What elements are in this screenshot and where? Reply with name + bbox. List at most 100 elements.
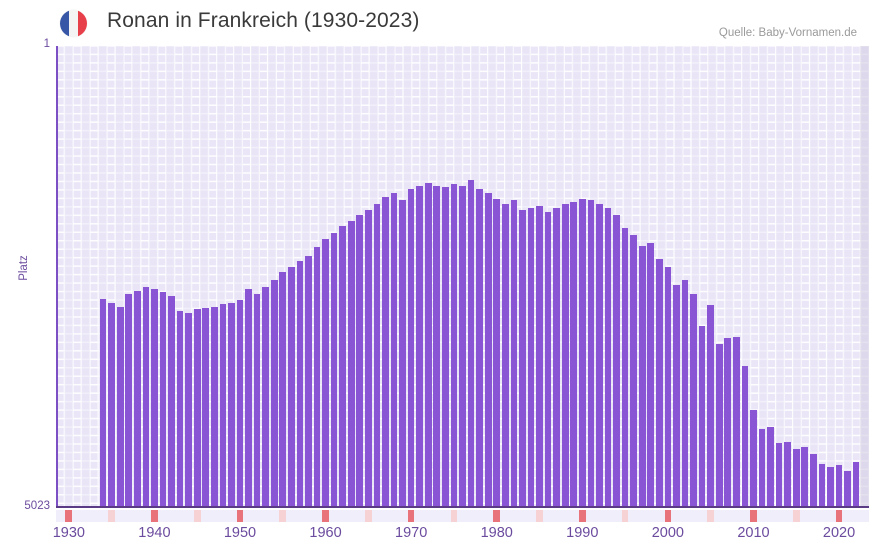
bar[interactable]	[390, 193, 398, 508]
bar[interactable]	[99, 298, 107, 508]
bar[interactable]	[407, 189, 415, 508]
bar[interactable]	[159, 291, 167, 508]
bar[interactable]	[365, 209, 372, 508]
bar[interactable]	[784, 441, 792, 508]
bar[interactable]	[587, 200, 595, 508]
bar[interactable]	[835, 465, 843, 508]
bar[interactable]	[108, 302, 115, 508]
tick-decade	[236, 510, 244, 522]
bar[interactable]	[347, 220, 355, 508]
bar[interactable]	[176, 310, 184, 508]
bar[interactable]	[228, 302, 235, 508]
bar-series	[56, 46, 869, 508]
bar[interactable]	[245, 288, 252, 508]
bar[interactable]	[664, 266, 672, 508]
bar[interactable]	[767, 426, 774, 508]
bar[interactable]	[493, 198, 501, 508]
bar[interactable]	[322, 239, 329, 508]
bar[interactable]	[647, 242, 655, 508]
bar[interactable]	[792, 448, 800, 508]
flag-stripe-white	[68, 10, 78, 37]
bar[interactable]	[151, 288, 158, 508]
bar[interactable]	[433, 185, 441, 508]
bar[interactable]	[596, 204, 603, 508]
bar[interactable]	[681, 279, 689, 508]
bar[interactable]	[305, 255, 312, 508]
x-axis-tick-label: 2000	[651, 525, 685, 541]
bar[interactable]	[630, 235, 637, 508]
bar[interactable]	[484, 193, 492, 508]
bar[interactable]	[501, 204, 509, 508]
bar[interactable]	[262, 286, 269, 508]
bar[interactable]	[270, 279, 278, 508]
bar[interactable]	[356, 215, 364, 508]
page-title: Ronan in Frankreich (1930-2023)	[107, 9, 420, 32]
bar[interactable]	[604, 207, 612, 508]
bar[interactable]	[416, 185, 424, 508]
bar[interactable]	[536, 205, 543, 508]
bar[interactable]	[715, 343, 723, 508]
bar[interactable]	[613, 215, 620, 508]
bar[interactable]	[442, 186, 449, 508]
bar[interactable]	[750, 410, 757, 508]
bar[interactable]	[553, 207, 560, 508]
bar[interactable]	[724, 338, 732, 508]
bar[interactable]	[296, 261, 304, 508]
bar[interactable]	[827, 467, 834, 508]
bar[interactable]	[168, 296, 175, 508]
bar[interactable]	[698, 325, 706, 508]
bar[interactable]	[116, 307, 124, 508]
bar[interactable]	[142, 286, 150, 508]
bar[interactable]	[476, 189, 483, 508]
x-axis-tick-label: 2010	[737, 525, 770, 541]
source-attribution: Quelle: Baby-Vornamen.de	[718, 27, 857, 39]
bar[interactable]	[801, 447, 809, 508]
bar[interactable]	[313, 247, 321, 508]
bar[interactable]	[450, 183, 458, 508]
bar[interactable]	[519, 209, 526, 508]
bar[interactable]	[193, 309, 201, 508]
bar[interactable]	[382, 196, 389, 508]
bar[interactable]	[844, 470, 851, 508]
bar[interactable]	[202, 308, 210, 508]
bar[interactable]	[210, 307, 218, 508]
bar[interactable]	[279, 272, 287, 508]
bar[interactable]	[690, 294, 697, 508]
bar[interactable]	[655, 259, 663, 508]
bar[interactable]	[253, 294, 261, 508]
bar[interactable]	[578, 198, 586, 508]
bar[interactable]	[527, 207, 535, 508]
tick-half-decade	[450, 510, 458, 522]
bar[interactable]	[288, 266, 295, 508]
bar[interactable]	[544, 211, 552, 508]
bar[interactable]	[219, 303, 227, 508]
bar[interactable]	[570, 202, 578, 508]
bar[interactable]	[707, 305, 714, 508]
bar[interactable]	[510, 200, 518, 508]
bar[interactable]	[561, 204, 569, 508]
bar[interactable]	[125, 294, 133, 508]
bar[interactable]	[399, 200, 406, 508]
bar[interactable]	[621, 228, 629, 508]
bar[interactable]	[733, 336, 740, 508]
bar[interactable]	[775, 443, 783, 508]
bar[interactable]	[133, 290, 141, 508]
bar[interactable]	[673, 285, 680, 508]
bar[interactable]	[330, 232, 338, 508]
bar[interactable]	[236, 299, 244, 508]
x-axis-tick-strip	[56, 510, 869, 522]
bar[interactable]	[373, 204, 381, 508]
bar[interactable]	[467, 180, 475, 508]
bar[interactable]	[638, 246, 646, 508]
chart-header: Ronan in Frankreich (1930-2023) Quelle: …	[0, 0, 873, 46]
bar[interactable]	[852, 461, 860, 508]
bar[interactable]	[185, 312, 192, 508]
bar[interactable]	[339, 226, 347, 508]
bar[interactable]	[424, 182, 432, 508]
bar[interactable]	[818, 463, 826, 508]
tick-half-decade	[621, 510, 629, 522]
bar[interactable]	[459, 185, 466, 508]
bar[interactable]	[741, 366, 749, 508]
bar[interactable]	[758, 428, 766, 508]
bar[interactable]	[810, 454, 817, 508]
